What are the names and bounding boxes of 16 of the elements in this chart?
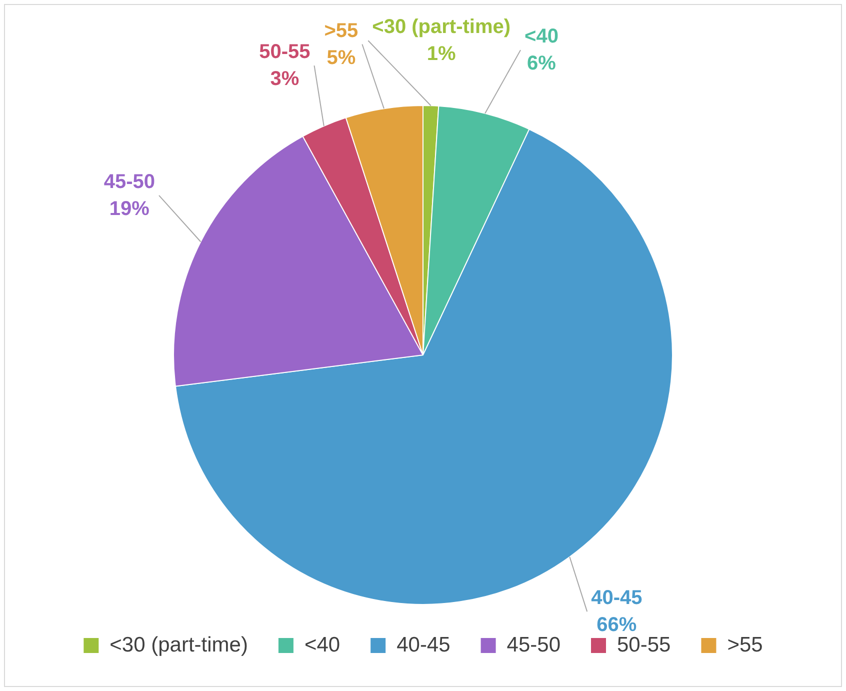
- legend-label: >55: [727, 633, 763, 656]
- slice-label: 45-50: [104, 170, 155, 193]
- slice-label: 50-55: [259, 41, 310, 64]
- data-label: 6%: [527, 52, 556, 75]
- legend-label: <30 (part-time): [110, 633, 248, 656]
- slice-label: 40-45: [591, 587, 642, 610]
- data-label: 1%: [426, 43, 456, 66]
- legend-label: 45-50: [506, 633, 561, 656]
- data-label: 3%: [270, 68, 300, 90]
- data-label: 19%: [109, 198, 150, 220]
- slice-label: >55: [324, 20, 358, 42]
- data-label: 5%: [326, 46, 356, 69]
- slice-label: <40: [524, 26, 558, 48]
- slice-label: <30 (part-time): [372, 16, 511, 38]
- legend-label: <40: [304, 633, 340, 656]
- legend-label: 40-45: [396, 633, 450, 656]
